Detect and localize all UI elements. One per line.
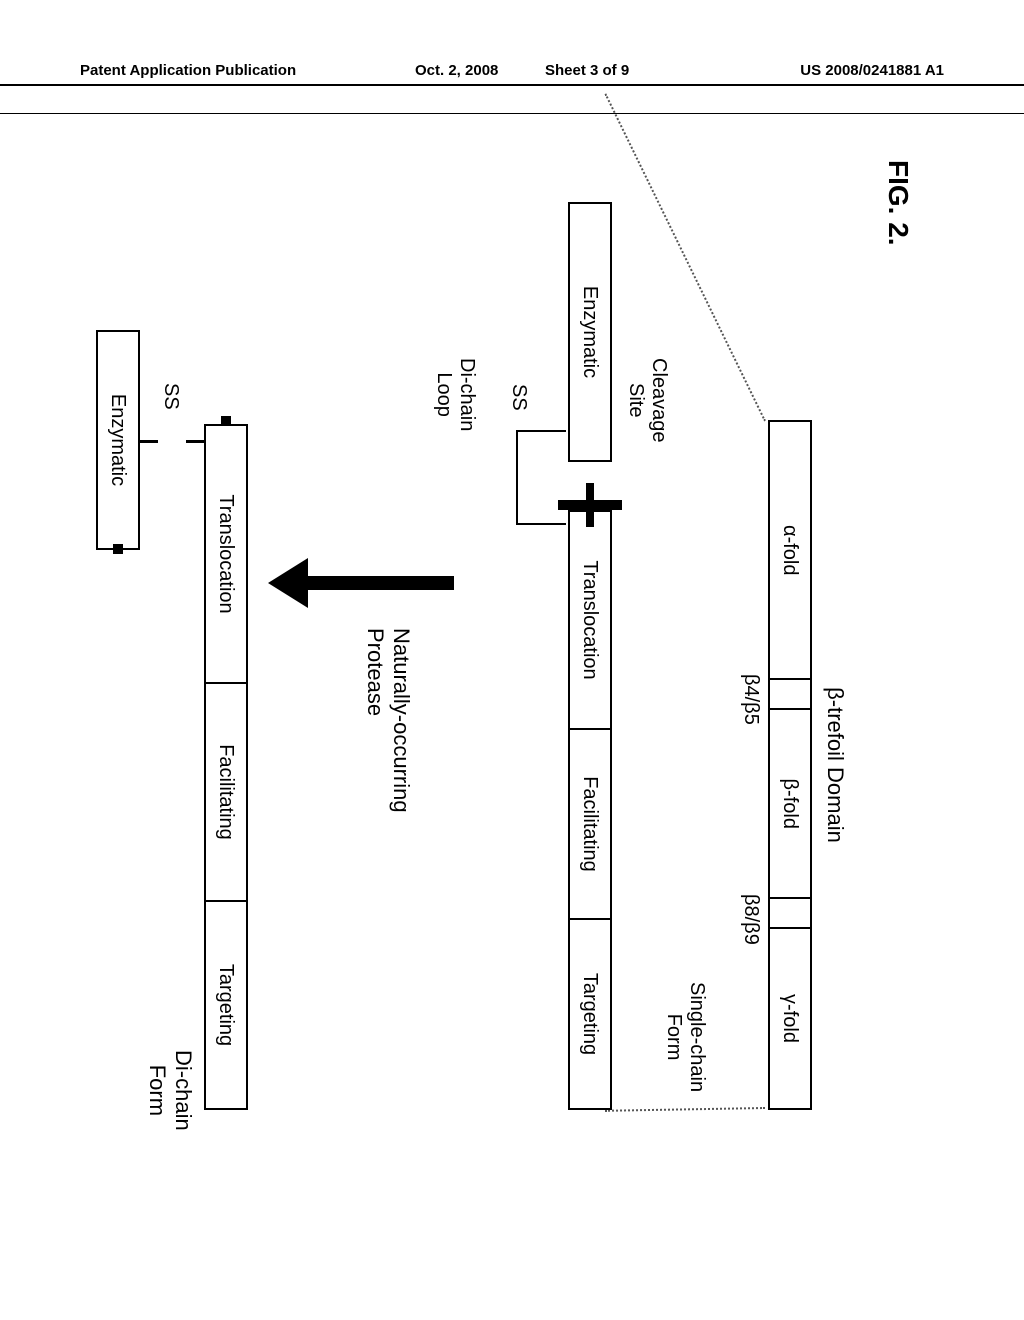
seg-beta-fold: β-fold <box>770 710 810 899</box>
trefoil-caption: β-trefoil Domain <box>822 420 848 1110</box>
ss-link-top <box>186 440 204 443</box>
seg-b4b5 <box>770 680 810 710</box>
header-pub-type: Patent Application Publication <box>80 62 296 79</box>
seg-targeting: Targeting <box>568 920 612 1110</box>
dichain-loop-label: Di-chain Loop <box>432 358 478 431</box>
di-chain-form-label: Di-chain Form <box>144 1050 196 1131</box>
dotted-line-right <box>605 1107 765 1112</box>
seg-gamma-fold: γ-fold <box>770 929 810 1108</box>
seg-targeting-2: Targeting <box>204 902 248 1110</box>
trefoil-domain-bar: α-fold β-fold γ-fold <box>768 420 812 1110</box>
light-chain-bar: Enzymatic <box>96 330 140 550</box>
header-sheet: Sheet 3 of 9 <box>545 62 629 79</box>
protease-arrow-label: Naturally-occurring Protease <box>362 628 414 813</box>
cleavage-cross <box>586 483 594 527</box>
cleavage-site-label: Cleavage Site <box>624 358 670 443</box>
single-chain-bar: Enzymatic Translocation Facilitating Tar… <box>568 202 612 1110</box>
ss-label-di: SS <box>159 383 182 410</box>
protease-arrow-shaft <box>304 576 454 590</box>
page-header: Patent Application Publication Oct. 2, 2… <box>0 84 1024 114</box>
figure-2-diagram: FIG. 2. β-trefoil Domain α-fold β-fold γ… <box>102 130 922 1230</box>
seg-enzymatic: Enzymatic <box>568 202 612 462</box>
seg-facilitating-2: Facilitating <box>204 684 248 902</box>
dichain-loop-bracket <box>516 430 566 525</box>
label-b8b9: β8/β9 <box>739 894 762 945</box>
ss-link-bottom <box>140 440 158 443</box>
label-b4b5: β4/β5 <box>739 674 762 725</box>
header-pub-number: US 2008/0241881 A1 <box>800 62 944 79</box>
seg-alpha-fold: α-fold <box>770 422 810 680</box>
seg-translocation-2: Translocation <box>204 424 248 684</box>
protease-arrow-head <box>268 558 308 608</box>
seg-b8b9 <box>770 899 810 929</box>
heavy-knob <box>221 416 231 426</box>
figure-label: FIG. 2. <box>882 160 914 246</box>
seg-translocation: Translocation <box>568 510 612 730</box>
heavy-chain-bar: Translocation Facilitating Targeting <box>204 424 248 1110</box>
seg-facilitating: Facilitating <box>568 730 612 920</box>
ss-label-single: SS <box>507 384 530 411</box>
header-date: Oct. 2, 2008 <box>415 62 498 79</box>
single-chain-form-label: Single-chain Form <box>662 982 708 1092</box>
light-knob <box>113 544 123 554</box>
